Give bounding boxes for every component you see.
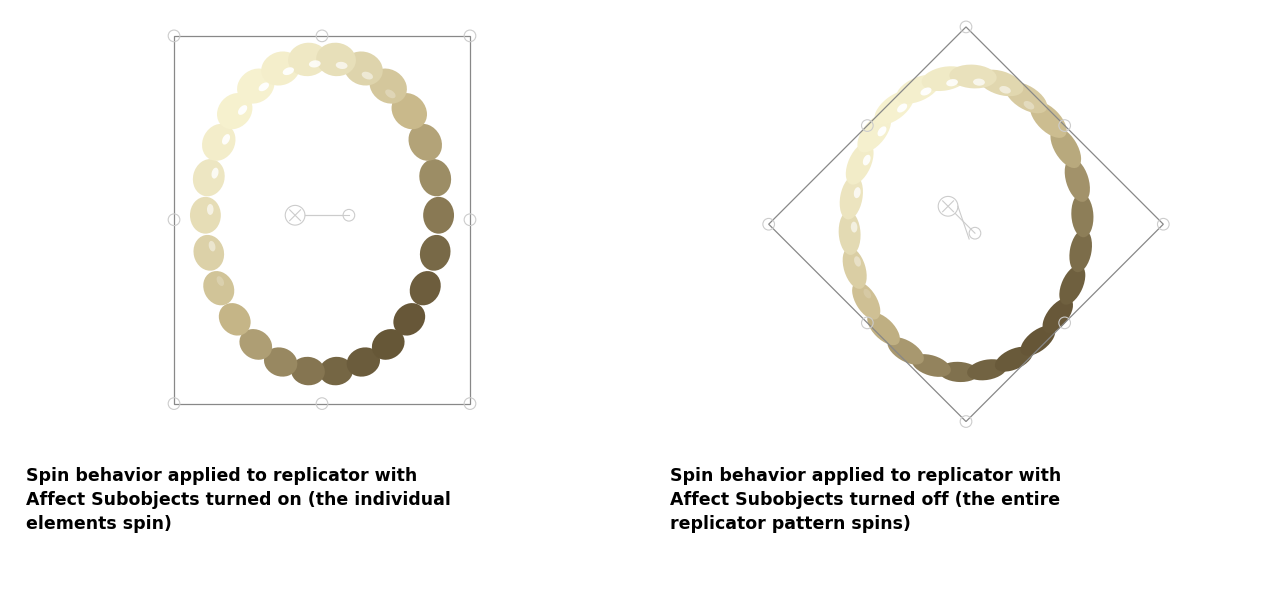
Ellipse shape bbox=[264, 347, 298, 377]
Ellipse shape bbox=[346, 347, 380, 377]
Ellipse shape bbox=[851, 222, 858, 233]
Ellipse shape bbox=[858, 113, 891, 152]
Ellipse shape bbox=[853, 282, 880, 319]
Ellipse shape bbox=[219, 303, 251, 336]
Ellipse shape bbox=[947, 79, 958, 86]
Ellipse shape bbox=[240, 329, 272, 360]
Ellipse shape bbox=[420, 235, 451, 271]
Ellipse shape bbox=[854, 256, 860, 267]
Ellipse shape bbox=[896, 75, 940, 104]
Ellipse shape bbox=[1006, 82, 1047, 113]
Ellipse shape bbox=[939, 362, 979, 382]
Ellipse shape bbox=[967, 359, 1007, 381]
Ellipse shape bbox=[887, 337, 923, 365]
Ellipse shape bbox=[863, 155, 871, 165]
Ellipse shape bbox=[420, 159, 451, 196]
Ellipse shape bbox=[1020, 325, 1055, 356]
Ellipse shape bbox=[863, 289, 871, 298]
Ellipse shape bbox=[1024, 101, 1034, 110]
Ellipse shape bbox=[362, 72, 374, 79]
Ellipse shape bbox=[319, 357, 353, 385]
Ellipse shape bbox=[237, 68, 274, 104]
Ellipse shape bbox=[209, 241, 215, 251]
Ellipse shape bbox=[222, 134, 231, 145]
Ellipse shape bbox=[193, 159, 224, 196]
Ellipse shape bbox=[316, 42, 355, 76]
Ellipse shape bbox=[1051, 127, 1081, 168]
Ellipse shape bbox=[424, 197, 455, 234]
Ellipse shape bbox=[207, 204, 214, 215]
Ellipse shape bbox=[854, 187, 860, 198]
Ellipse shape bbox=[838, 211, 860, 255]
Ellipse shape bbox=[1069, 230, 1092, 272]
Ellipse shape bbox=[372, 329, 404, 360]
Ellipse shape bbox=[193, 235, 224, 271]
Ellipse shape bbox=[202, 124, 236, 161]
Ellipse shape bbox=[922, 66, 969, 91]
Ellipse shape bbox=[972, 79, 985, 85]
Ellipse shape bbox=[912, 354, 951, 377]
Ellipse shape bbox=[216, 276, 224, 286]
Ellipse shape bbox=[344, 52, 383, 85]
Ellipse shape bbox=[840, 176, 863, 219]
Ellipse shape bbox=[978, 70, 1024, 96]
Ellipse shape bbox=[259, 82, 269, 92]
Ellipse shape bbox=[336, 62, 348, 69]
Ellipse shape bbox=[289, 42, 328, 76]
Ellipse shape bbox=[204, 271, 234, 305]
Ellipse shape bbox=[309, 61, 321, 67]
Text: Spin behavior applied to replicator with
Affect Subobjects turned off (the entir: Spin behavior applied to replicator with… bbox=[670, 467, 1061, 533]
Ellipse shape bbox=[410, 271, 440, 305]
Ellipse shape bbox=[211, 168, 219, 179]
Ellipse shape bbox=[393, 303, 425, 336]
Ellipse shape bbox=[949, 65, 997, 88]
Ellipse shape bbox=[282, 67, 294, 75]
Ellipse shape bbox=[921, 87, 931, 96]
Ellipse shape bbox=[216, 93, 252, 129]
Ellipse shape bbox=[261, 52, 300, 85]
Ellipse shape bbox=[408, 124, 442, 161]
Ellipse shape bbox=[238, 105, 247, 115]
Ellipse shape bbox=[1065, 159, 1090, 202]
Ellipse shape bbox=[846, 142, 873, 185]
Ellipse shape bbox=[1059, 265, 1086, 305]
Ellipse shape bbox=[842, 248, 867, 289]
Ellipse shape bbox=[291, 357, 325, 385]
Ellipse shape bbox=[1030, 101, 1066, 138]
Ellipse shape bbox=[385, 90, 395, 98]
Text: Spin behavior applied to replicator with
Affect Subobjects turned on (the indivi: Spin behavior applied to replicator with… bbox=[26, 467, 451, 533]
Ellipse shape bbox=[999, 86, 1011, 93]
Ellipse shape bbox=[896, 104, 907, 113]
Ellipse shape bbox=[392, 93, 428, 129]
Ellipse shape bbox=[1042, 298, 1073, 333]
Ellipse shape bbox=[994, 347, 1033, 371]
Ellipse shape bbox=[370, 68, 407, 104]
Ellipse shape bbox=[1072, 193, 1094, 238]
Ellipse shape bbox=[867, 313, 900, 345]
Ellipse shape bbox=[875, 91, 913, 125]
Ellipse shape bbox=[189, 197, 220, 234]
Ellipse shape bbox=[877, 126, 886, 136]
